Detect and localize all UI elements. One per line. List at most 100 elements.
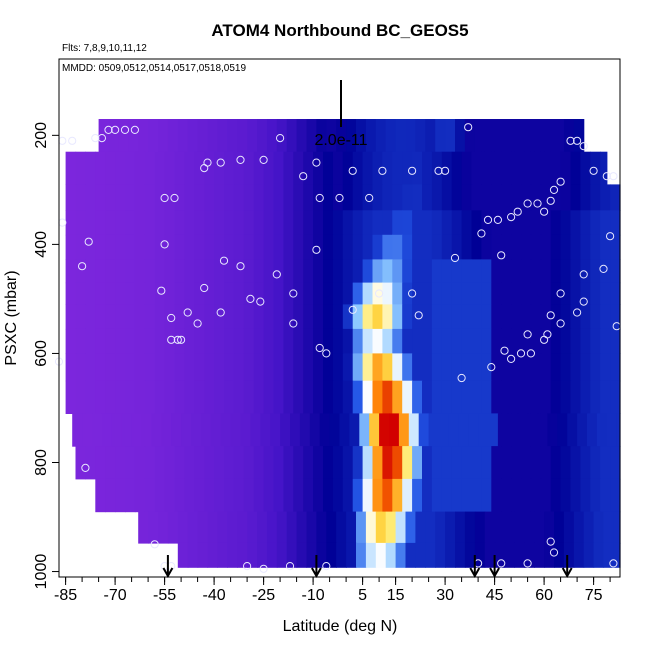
heatmap-cell — [144, 446, 156, 480]
heatmap-cell — [115, 353, 126, 382]
sample-point — [497, 559, 506, 568]
heatmap-cell — [227, 511, 238, 544]
heatmap-cell — [197, 119, 209, 153]
heatmap-cell — [412, 446, 423, 480]
heatmap-cell — [392, 446, 403, 480]
heatmap-cell — [313, 210, 324, 236]
heatmap-cell — [580, 304, 591, 330]
heatmap-cell — [187, 511, 199, 544]
heatmap-cell — [412, 304, 423, 330]
heatmap-cell — [164, 380, 176, 414]
sample-point — [167, 335, 176, 344]
heatmap-cell — [412, 184, 423, 211]
heatmap-cell — [590, 353, 601, 382]
heatmap-cell — [257, 119, 268, 153]
heatmap-cell — [431, 210, 443, 236]
sample-point — [78, 262, 87, 271]
heatmap-cell — [108, 119, 119, 153]
heatmap-cell — [590, 234, 601, 260]
heatmap-cell — [501, 304, 512, 330]
heatmap-cell — [461, 210, 473, 236]
heatmap-cell — [521, 380, 532, 414]
heatmap-cell — [263, 151, 275, 185]
heatmap-cell — [253, 353, 265, 382]
heatmap-cell — [540, 478, 552, 513]
heatmap-cell — [214, 151, 225, 185]
sample-point — [579, 142, 588, 151]
sample-point — [573, 136, 582, 145]
heatmap-cell — [392, 184, 403, 211]
heatmap-cell — [204, 151, 215, 185]
heatmap-cell — [342, 184, 354, 211]
heatmap-cell — [540, 304, 552, 330]
heatmap-cell — [323, 478, 334, 513]
sample-point — [177, 335, 186, 344]
heatmap-cell — [332, 304, 344, 330]
heatmap-cell — [233, 304, 245, 330]
heatmap-cell — [339, 413, 350, 447]
heatmap-cell — [164, 259, 176, 284]
heatmap-cell — [540, 353, 552, 382]
heatmap-cell — [530, 328, 542, 354]
heatmap-cell — [164, 151, 176, 185]
heatmap-cell — [75, 380, 86, 414]
heatmap-cell — [560, 446, 572, 480]
heatmap-cell — [164, 328, 176, 354]
heatmap-cell — [323, 328, 334, 354]
heatmap-cell — [537, 413, 548, 447]
heatmap-cell — [105, 478, 116, 513]
heatmap-cell — [184, 446, 195, 480]
heatmap-cell — [283, 259, 294, 284]
heatmap-cell — [445, 511, 456, 544]
heatmap-cell — [590, 446, 601, 480]
heatmap-cell — [385, 119, 397, 153]
heatmap-cell — [346, 511, 357, 544]
heatmap-cell — [75, 328, 86, 354]
heatmap-cell — [441, 151, 453, 185]
heatmap-cell — [474, 511, 486, 544]
heatmap-cell — [511, 446, 522, 480]
heatmap-cell — [174, 353, 185, 382]
heatmap-cell — [243, 304, 255, 330]
heatmap-cell — [293, 234, 304, 260]
heatmap-cell — [521, 259, 532, 284]
heatmap-cell — [184, 184, 195, 211]
heatmap-cell — [85, 304, 96, 330]
heatmap-cell — [154, 151, 166, 185]
heatmap-cell — [75, 446, 86, 480]
heatmap-cell — [382, 478, 393, 513]
heatmap-cell — [610, 380, 621, 414]
heatmap-cell — [134, 151, 146, 185]
heatmap-cell — [270, 413, 281, 447]
heatmap-cell — [530, 446, 542, 480]
heatmap-cell — [115, 328, 126, 354]
heatmap-cell — [524, 511, 535, 544]
heatmap-cell — [352, 328, 364, 354]
heatmap-cell — [125, 151, 136, 185]
heatmap-cell — [412, 234, 423, 260]
heatmap-cell — [527, 413, 539, 447]
heatmap-cell — [544, 119, 555, 153]
heatmap-cell — [148, 511, 159, 544]
heatmap-cell — [323, 234, 334, 260]
heatmap-cell — [266, 542, 278, 568]
heatmap-cell — [75, 282, 86, 305]
x-tick-label: -40 — [203, 587, 226, 604]
heatmap-cell — [471, 353, 482, 382]
heatmap-cell — [514, 119, 525, 153]
heatmap-cell — [511, 259, 522, 284]
heatmap-cell — [95, 282, 106, 305]
heatmap-cell — [115, 151, 126, 185]
heatmap-cell — [115, 380, 126, 414]
heatmap-cell — [580, 282, 591, 305]
heatmap-cell — [372, 184, 383, 211]
heatmap-cell — [590, 151, 601, 185]
heatmap-cell — [65, 210, 77, 236]
heatmap-cell — [600, 210, 611, 236]
heatmap-cell — [105, 446, 116, 480]
heatmap-cell — [600, 259, 611, 284]
heatmap-cell — [402, 259, 413, 284]
sample-point — [523, 199, 532, 208]
heatmap-cell — [224, 210, 235, 236]
heatmap-cell — [369, 413, 380, 447]
